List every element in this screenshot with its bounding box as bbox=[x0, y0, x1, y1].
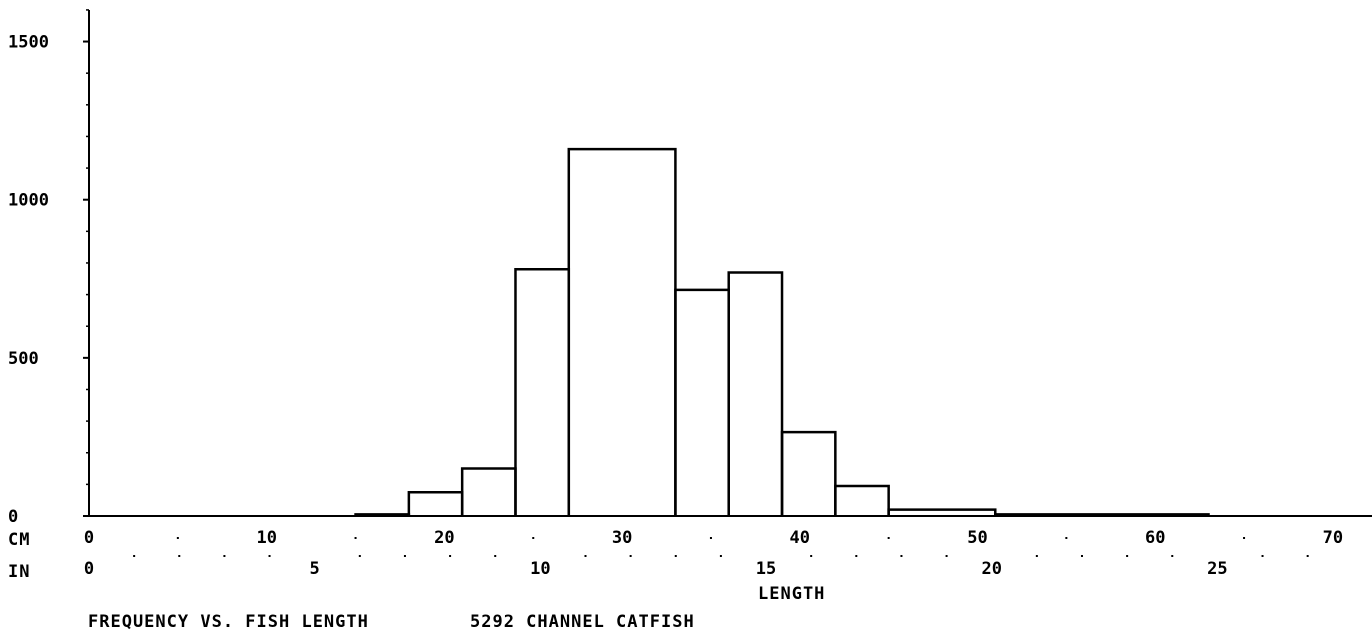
in-minor-tick bbox=[584, 555, 587, 557]
cm-minor-tick bbox=[887, 537, 890, 539]
in-tick-label: 10 bbox=[530, 559, 550, 579]
cm-tick-label: 60 bbox=[1145, 528, 1165, 548]
in-minor-tick bbox=[403, 555, 406, 557]
in-minor-tick bbox=[358, 555, 361, 557]
in-minor-tick bbox=[178, 555, 181, 557]
in-minor-tick bbox=[900, 555, 903, 557]
tick-labels: 0 500 1000 1500 0 10 20 30 40 50 60 70 0 5 10 15 20 25 bbox=[8, 33, 1343, 579]
histogram-bar bbox=[994, 513, 1210, 516]
histogram-bar bbox=[727, 271, 784, 516]
histogram-bar bbox=[567, 147, 677, 516]
histogram-bar bbox=[780, 430, 837, 516]
cm-tick-label: 70 bbox=[1323, 528, 1343, 548]
cm-tick-label: 30 bbox=[612, 528, 632, 548]
in-minor-tick bbox=[268, 555, 271, 557]
chart-subtitle: 5292 CHANNEL CATFISH bbox=[470, 612, 695, 632]
histogram-bar bbox=[887, 508, 997, 516]
in-tick-label: 20 bbox=[981, 559, 1001, 579]
in-minor-tick bbox=[1126, 555, 1129, 557]
cm-minor-tick bbox=[354, 537, 357, 539]
in-minor-tick bbox=[449, 555, 452, 557]
in-minor-tick bbox=[719, 555, 722, 557]
in-minor-tick bbox=[810, 555, 813, 557]
cm-minor-tick bbox=[709, 537, 712, 539]
in-tick-label: 25 bbox=[1207, 559, 1227, 579]
chart-title: FREQUENCY VS. FISH LENGTH bbox=[88, 612, 369, 632]
histogram-bars bbox=[354, 147, 1210, 516]
cm-minor-tick bbox=[1065, 537, 1068, 539]
in-minor-tick bbox=[223, 555, 226, 557]
histogram-bar bbox=[674, 288, 730, 516]
in-tick-label: 5 bbox=[310, 559, 320, 579]
in-axis-unit: IN bbox=[8, 562, 31, 582]
y-tick-label: 1500 bbox=[8, 33, 49, 53]
cm-minor-tick bbox=[532, 537, 535, 539]
in-minor-tick bbox=[945, 555, 948, 557]
in-minor-tick bbox=[1306, 555, 1309, 557]
y-tick-label: 500 bbox=[8, 349, 39, 369]
cm-axis-unit: CM bbox=[8, 530, 31, 550]
histogram-bar bbox=[834, 484, 890, 516]
y-tick-label: 0 bbox=[8, 507, 18, 527]
cm-minor-tick bbox=[1243, 537, 1246, 539]
in-minor-tick bbox=[629, 555, 632, 557]
in-tick-label: 0 bbox=[84, 559, 94, 579]
in-minor-tick bbox=[855, 555, 858, 557]
axes bbox=[83, 9, 1372, 557]
x-axis-label: LENGTH bbox=[758, 584, 826, 604]
cm-tick-label: 40 bbox=[790, 528, 810, 548]
histogram-bar bbox=[514, 268, 571, 516]
in-minor-tick bbox=[133, 555, 136, 557]
cm-minor-tick bbox=[176, 537, 179, 539]
cm-tick-label: 50 bbox=[967, 528, 987, 548]
cm-tick-label: 0 bbox=[84, 528, 94, 548]
histogram-bar bbox=[460, 467, 517, 516]
cm-tick-label: 10 bbox=[256, 528, 276, 548]
in-minor-tick bbox=[1080, 555, 1083, 557]
in-minor-tick bbox=[1261, 555, 1264, 557]
in-minor-tick bbox=[674, 555, 677, 557]
in-tick-label: 15 bbox=[756, 559, 776, 579]
y-tick-label: 1000 bbox=[8, 191, 49, 211]
in-minor-tick bbox=[1035, 555, 1038, 557]
in-minor-tick bbox=[1171, 555, 1174, 557]
histogram-bar bbox=[407, 491, 464, 516]
in-minor-tick bbox=[494, 555, 497, 557]
cm-tick-label: 20 bbox=[434, 528, 454, 548]
